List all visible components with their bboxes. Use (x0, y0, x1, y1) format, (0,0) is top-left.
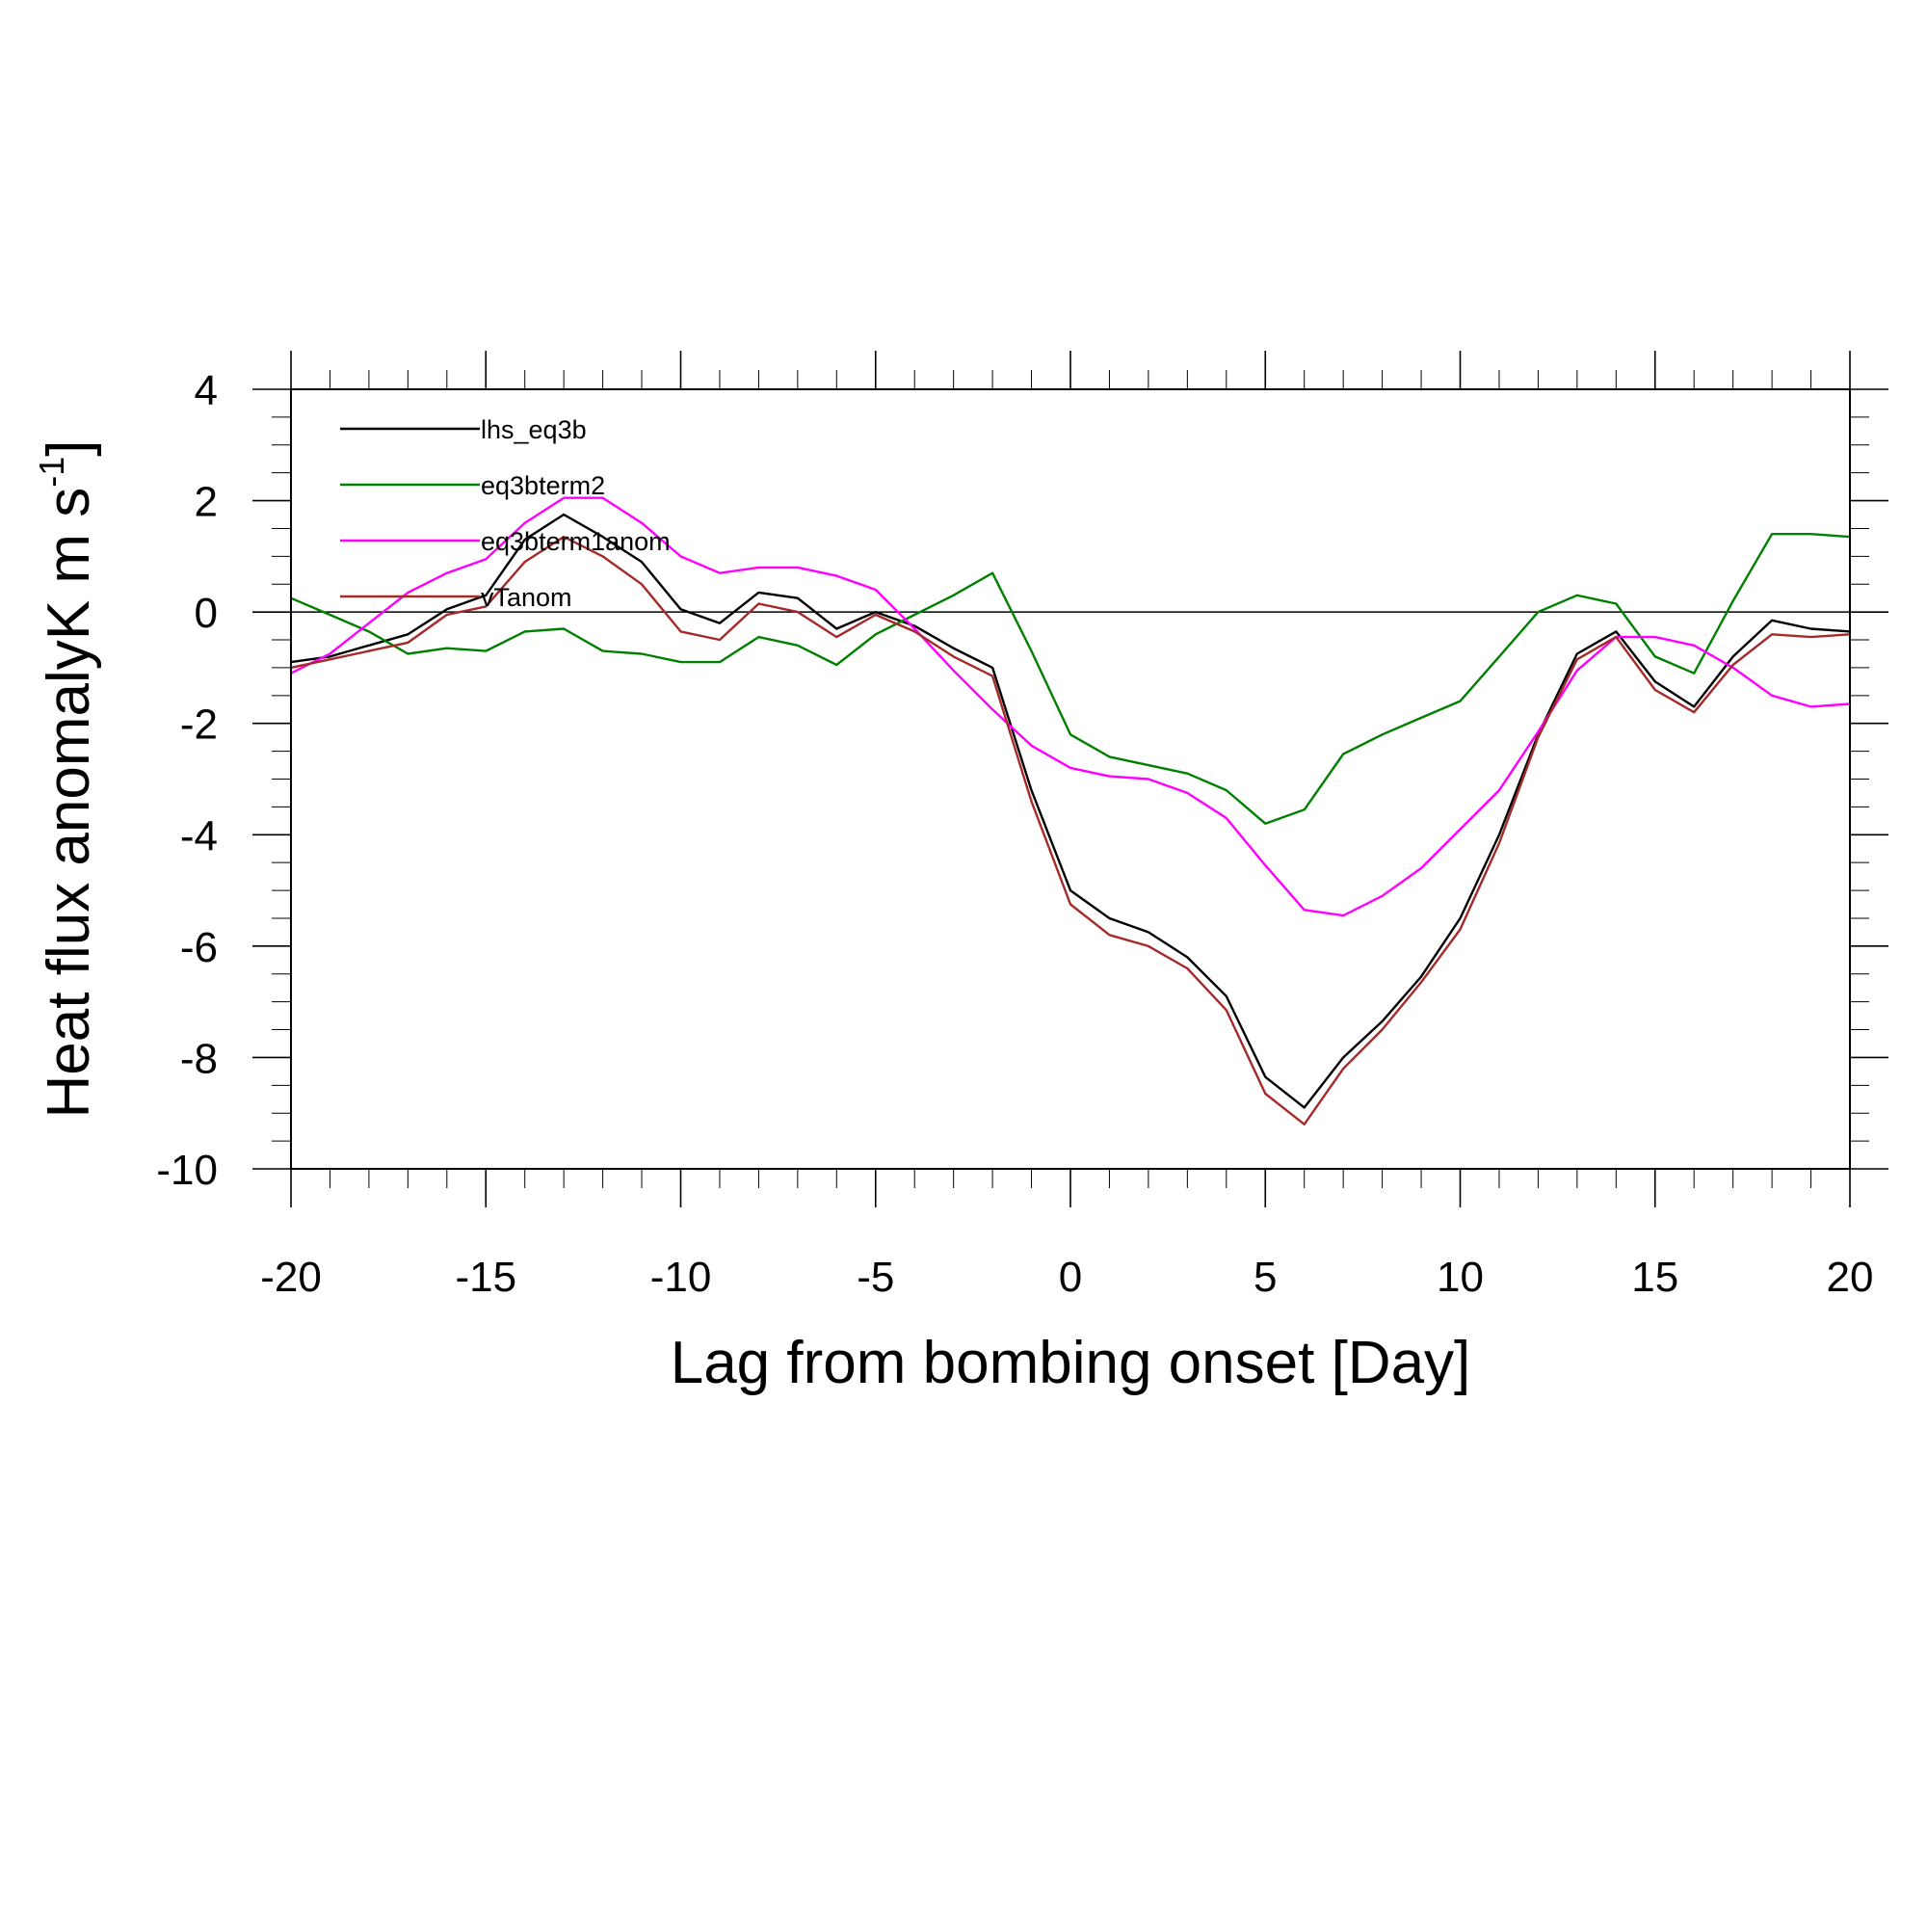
y-axis-title-bracket: ] (36, 440, 102, 457)
y-axis-title: Heat flux anomalyK m s-1] (32, 440, 102, 1119)
x-tick-label: -5 (857, 1254, 894, 1301)
x-tick-label: 20 (1827, 1254, 1874, 1301)
x-tick-label: 10 (1437, 1254, 1484, 1301)
y-tick-label: -2 (180, 701, 218, 749)
y-axis-title-superscript: -1 (32, 457, 71, 488)
series-layer (290, 496, 1851, 1126)
x-tick-label: 0 (1059, 1254, 1082, 1301)
y-tick-label: 4 (195, 367, 218, 414)
x-tick-label: -15 (455, 1254, 516, 1301)
axis-ticks (252, 351, 1888, 1207)
legend-label-eq3bterm2: eq3bterm2 (481, 471, 605, 500)
legend-label-vTanom: vTanom (481, 583, 572, 612)
series-line-eq3bterm1anom (290, 496, 1851, 917)
series-line-vTanom (290, 535, 1851, 1126)
y-tick-label: 0 (195, 590, 218, 637)
y-tick-label: -4 (180, 812, 218, 860)
y-tick-label: -8 (180, 1035, 218, 1082)
x-axis-title: Lag from bombing onset [Day] (671, 1330, 1471, 1396)
x-tick-label: 15 (1631, 1254, 1678, 1301)
series-line-eq3bterm2 (290, 533, 1851, 825)
legend-label-eq3bterm1anom: eq3bterm1anom (481, 527, 671, 556)
legend: lhs_eq3b eq3bterm2 eq3bterm1anom vTanom (340, 415, 671, 612)
plot-frame (290, 388, 1851, 1170)
series-line-lhs_eq3b (290, 513, 1851, 1109)
x-tick-label: -10 (650, 1254, 712, 1301)
x-tick-label: 5 (1254, 1254, 1277, 1301)
y-tick-label: -6 (180, 924, 218, 971)
x-tick-label: -20 (260, 1254, 322, 1301)
y-tick-label: -10 (156, 1147, 218, 1194)
legend-label-lhs_eq3b: lhs_eq3b (481, 415, 587, 444)
y-axis-title-main: Heat flux anomalyK m s (36, 488, 102, 1119)
y-tick-label: 2 (195, 479, 218, 526)
